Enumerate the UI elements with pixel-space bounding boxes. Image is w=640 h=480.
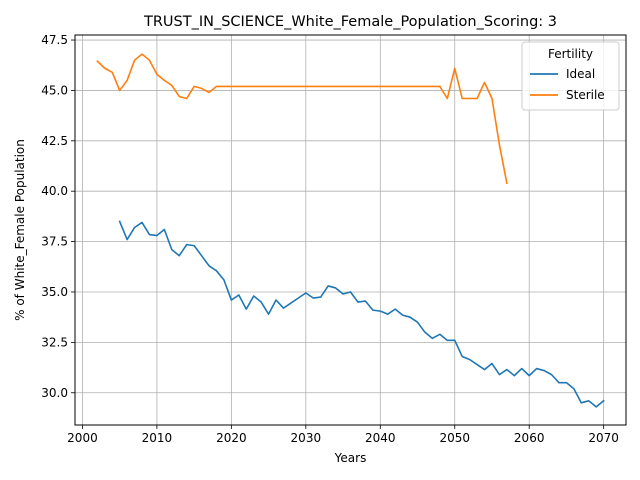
y-tick-label: 35.0	[41, 285, 68, 299]
legend-label-ideal: Ideal	[566, 67, 595, 81]
y-tick-label: 42.5	[41, 134, 68, 148]
y-tick-label: 40.0	[41, 184, 68, 198]
legend-label-sterile: Sterile	[566, 88, 605, 102]
x-tick-label: 2070	[588, 431, 619, 445]
legend-title: Fertility	[548, 47, 593, 61]
x-tick-label: 2060	[514, 431, 545, 445]
x-axis-label: Years	[334, 451, 367, 465]
chart-title: TRUST_IN_SCIENCE_White_Female_Population…	[143, 14, 557, 30]
series-line-sterile	[96, 53, 508, 185]
series-line-ideal	[118, 220, 605, 408]
x-tick-label: 2030	[291, 431, 322, 445]
y-tick-label: 32.5	[41, 335, 68, 349]
x-tick-label: 2050	[439, 431, 470, 445]
y-tick-label: 37.5	[41, 235, 68, 249]
legend-box	[521, 41, 620, 111]
y-tick-label: 47.5	[41, 33, 68, 47]
x-tick-label: 2020	[216, 431, 247, 445]
y-tick-label: 45.0	[41, 83, 68, 97]
legend: Fertility Ideal Sterile	[521, 41, 620, 111]
plot-frame	[74, 34, 627, 426]
series-lines	[96, 53, 605, 408]
y-axis: 30.0 32.5 35.0 37.5 40.0 42.5 45.0 47.5	[41, 33, 75, 400]
x-tick-label: 2000	[67, 431, 98, 445]
x-tick-label: 2010	[142, 431, 173, 445]
x-axis: 2000 2010 2020 2030 2040 2050 2060 2070	[67, 425, 619, 445]
y-axis-label: % of White_Female Population	[13, 139, 27, 321]
y-tick-label: 30.0	[41, 386, 68, 400]
x-tick-label: 2040	[365, 431, 396, 445]
